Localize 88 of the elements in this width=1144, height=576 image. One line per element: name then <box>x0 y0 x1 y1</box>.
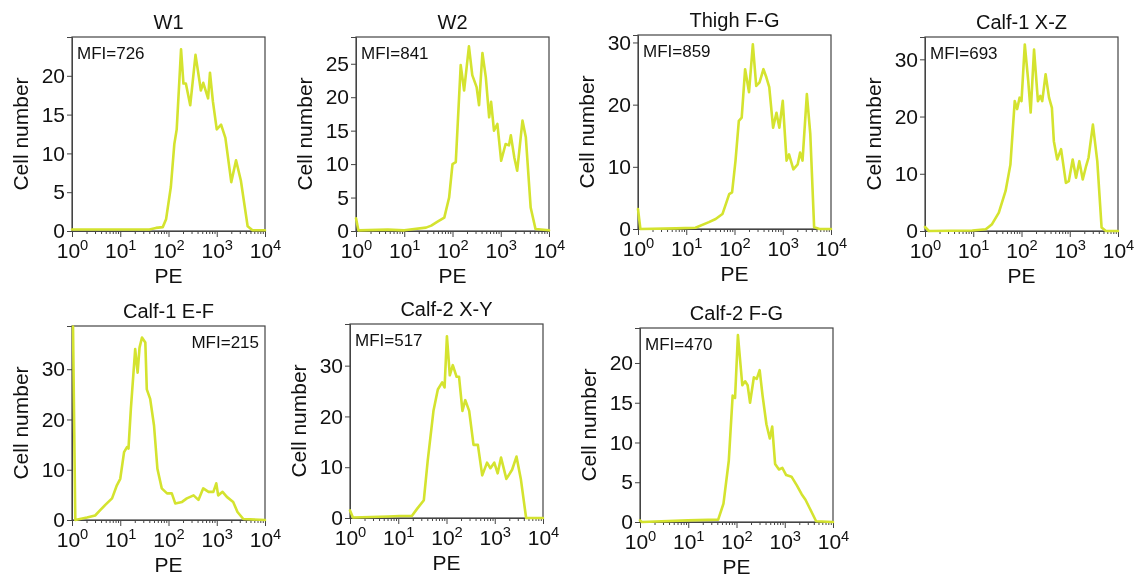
y-axis-title: Cell number <box>9 77 32 191</box>
x-tick-label: 10$^{3}$ <box>767 234 800 260</box>
annotation: MFI=859 <box>643 42 711 61</box>
y-tick-label: 5 <box>337 185 349 209</box>
x-tick-label: 10$^{3}$ <box>485 236 518 262</box>
y-tick-label: 20 <box>319 404 343 428</box>
x-tick-label: 10$^{2}$ <box>721 527 753 553</box>
annotation: MFI=726 <box>77 44 145 63</box>
x-tick-label: 10$^{4}$ <box>249 236 282 262</box>
y-tick-label: 30 <box>607 30 631 54</box>
y-tick-label: 0 <box>53 219 65 243</box>
x-tick-label: 10$^{1}$ <box>104 525 137 551</box>
x-axis-title: PE <box>154 264 183 287</box>
x-tick-label: 10$^{3}$ <box>201 236 234 262</box>
y-tick-label: 5 <box>53 180 65 204</box>
x-tick-label: 10$^{2}$ <box>431 523 463 549</box>
chart-title: Calf-2 F-G <box>689 302 784 324</box>
x-tick-label: 10$^{1}$ <box>104 236 137 262</box>
y-tick-label: 10 <box>609 430 633 454</box>
x-tick-label: 10$^{4}$ <box>533 236 566 262</box>
annotation: MFI=517 <box>355 331 423 350</box>
chart-title: Calf-1 X-Z <box>975 11 1068 33</box>
x-tick-label: 10$^{3}$ <box>201 525 234 551</box>
y-tick-label: 10 <box>41 141 65 165</box>
x-tick-label: 10$^{4}$ <box>249 525 282 551</box>
y-axis-title: Cell number <box>9 366 32 480</box>
y-axis-title: Cell number <box>287 364 310 478</box>
x-axis-title: PE <box>438 264 467 287</box>
y-axis-title: Cell number <box>293 77 316 191</box>
x-tick-label: 10$^{1}$ <box>382 523 415 549</box>
x-axis-title: PE <box>722 555 751 576</box>
y-tick-label: 10 <box>894 161 918 185</box>
x-tick-label: 10$^{4}$ <box>527 523 560 549</box>
annotation: MFI=693 <box>930 44 998 63</box>
y-tick-label: 20 <box>894 104 918 128</box>
chart-title: W1 <box>153 11 184 33</box>
x-tick-label: 10$^{3}$ <box>1054 236 1087 262</box>
y-tick-label: 0 <box>337 219 349 243</box>
x-tick-label: 10$^{1}$ <box>672 527 705 553</box>
x-tick-label: 10$^{4}$ <box>815 234 848 260</box>
x-tick-label: 10$^{4}$ <box>1102 236 1135 262</box>
y-tick-label: 10 <box>41 457 65 481</box>
x-tick-label: 10$^{4}$ <box>817 527 850 553</box>
x-axis-title: PE <box>720 262 749 285</box>
y-tick-label: 0 <box>53 508 65 532</box>
y-tick-label: 15 <box>41 102 65 126</box>
annotation: MFI=841 <box>361 44 429 63</box>
y-tick-label: 15 <box>325 118 349 142</box>
y-tick-label: 25 <box>325 51 349 75</box>
y-tick-label: 0 <box>619 217 631 241</box>
x-axis-title: PE <box>1007 264 1036 287</box>
x-tick-label: 10$^{1}$ <box>670 234 703 260</box>
chart-title: Calf-2 X-Y <box>400 298 493 320</box>
annotation: MFI=470 <box>645 335 713 354</box>
x-tick-label: 10$^{2}$ <box>719 234 751 260</box>
y-tick-label: 20 <box>607 92 631 116</box>
y-tick-label: 0 <box>331 506 343 530</box>
y-tick-label: 0 <box>621 510 633 534</box>
x-tick-label: 10$^{1}$ <box>388 236 421 262</box>
chart-title: Thigh F-G <box>689 9 780 31</box>
annotation: MFI=215 <box>191 333 259 352</box>
y-tick-label: 20 <box>41 407 65 431</box>
y-tick-label: 0 <box>906 219 918 243</box>
y-tick-label: 10 <box>607 155 631 179</box>
x-tick-label: 10$^{2}$ <box>437 236 469 262</box>
y-tick-label: 30 <box>894 47 918 71</box>
y-tick-label: 30 <box>319 353 343 377</box>
x-tick-label: 10$^{2}$ <box>153 236 185 262</box>
y-axis-title: Cell number <box>575 75 598 189</box>
x-tick-label: 10$^{2}$ <box>153 525 185 551</box>
y-tick-label: 10 <box>319 455 343 479</box>
y-tick-label: 20 <box>41 64 65 88</box>
y-axis-title: Cell number <box>862 77 885 191</box>
chart-title: W2 <box>437 11 468 33</box>
y-tick-label: 15 <box>609 390 633 414</box>
x-axis-title: PE <box>432 551 461 574</box>
chart-title: Calf-1 E-F <box>122 300 215 322</box>
x-tick-label: 10$^{3}$ <box>479 523 512 549</box>
x-axis-title: PE <box>154 553 183 576</box>
x-tick-label: 10$^{1}$ <box>957 236 990 262</box>
x-tick-label: 10$^{2}$ <box>1006 236 1038 262</box>
y-tick-label: 20 <box>609 351 633 375</box>
y-tick-label: 10 <box>325 152 349 176</box>
x-tick-label: 10$^{3}$ <box>769 527 802 553</box>
y-tick-label: 30 <box>41 357 65 381</box>
y-tick-label: 5 <box>621 470 633 494</box>
y-tick-label: 20 <box>325 85 349 109</box>
y-axis-title: Cell number <box>577 368 600 482</box>
